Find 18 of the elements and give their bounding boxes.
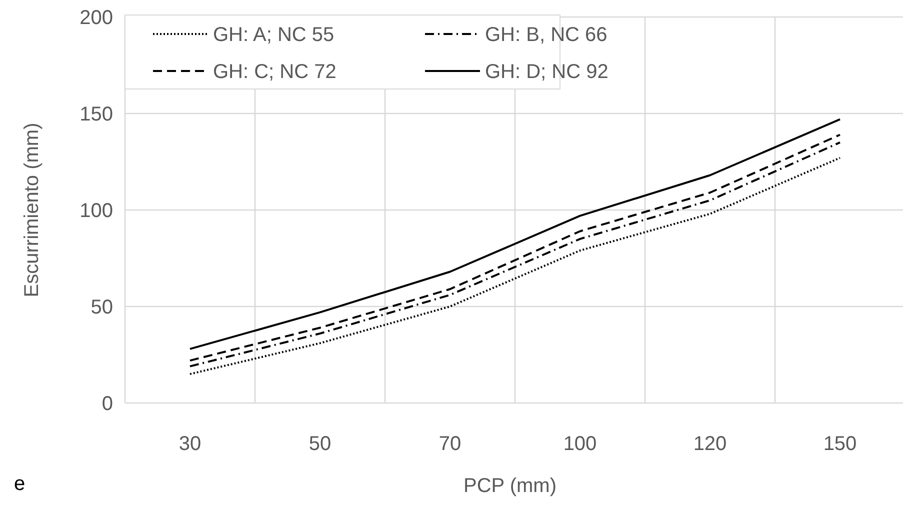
- legend-label: GH: A; NC 55: [213, 24, 334, 46]
- y-tick-label: 200: [80, 7, 113, 29]
- x-tick-label: 150: [823, 433, 857, 455]
- legend-label: GH: C; NC 72: [213, 61, 336, 83]
- x-tick-label: 50: [308, 433, 332, 455]
- y-tick-label: 0: [102, 393, 113, 415]
- legend-label: GH: B, NC 66: [485, 24, 608, 46]
- y-tick-label: 100: [80, 200, 113, 222]
- y-tick-label: 50: [90, 296, 113, 318]
- x-tick-label: 120: [693, 433, 727, 455]
- x-tick-label: 100: [563, 433, 597, 455]
- x-tick-label: 30: [178, 433, 202, 455]
- x-tick-label: 70: [438, 433, 462, 455]
- y-tick-label: 150: [80, 104, 113, 126]
- y-axis-title: Escurrimiento (mm): [21, 122, 43, 298]
- text: e: [14, 473, 26, 495]
- x-axis-title: PCP (mm): [464, 475, 556, 497]
- legend-label: GH: D; NC 92: [485, 61, 608, 83]
